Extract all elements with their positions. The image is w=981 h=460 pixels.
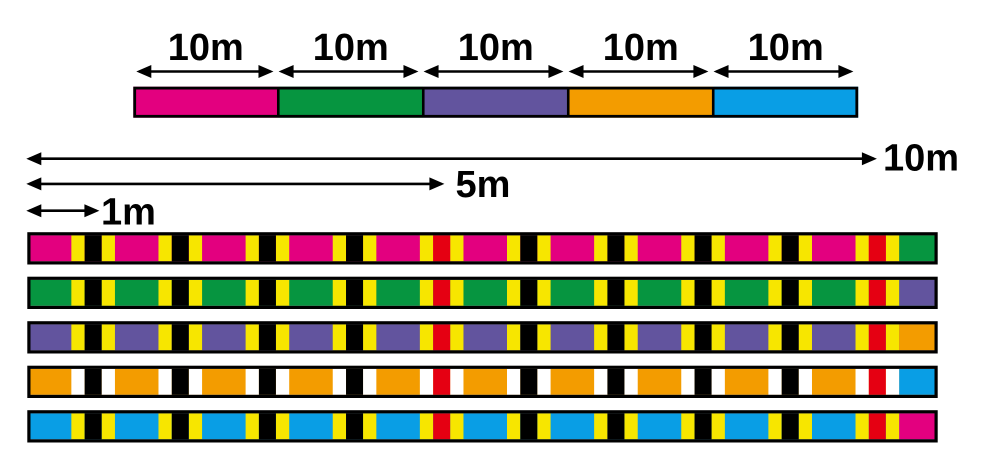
svg-text:10m: 10m [603, 27, 679, 69]
svg-text:10m: 10m [458, 27, 534, 69]
svg-text:10m: 10m [168, 27, 244, 69]
svg-text:10m: 10m [313, 27, 389, 69]
svg-text:1m: 1m [101, 192, 156, 234]
svg-text:10m: 10m [748, 27, 824, 69]
svg-text:10m: 10m [883, 138, 959, 180]
svg-text:5m: 5m [456, 164, 511, 206]
